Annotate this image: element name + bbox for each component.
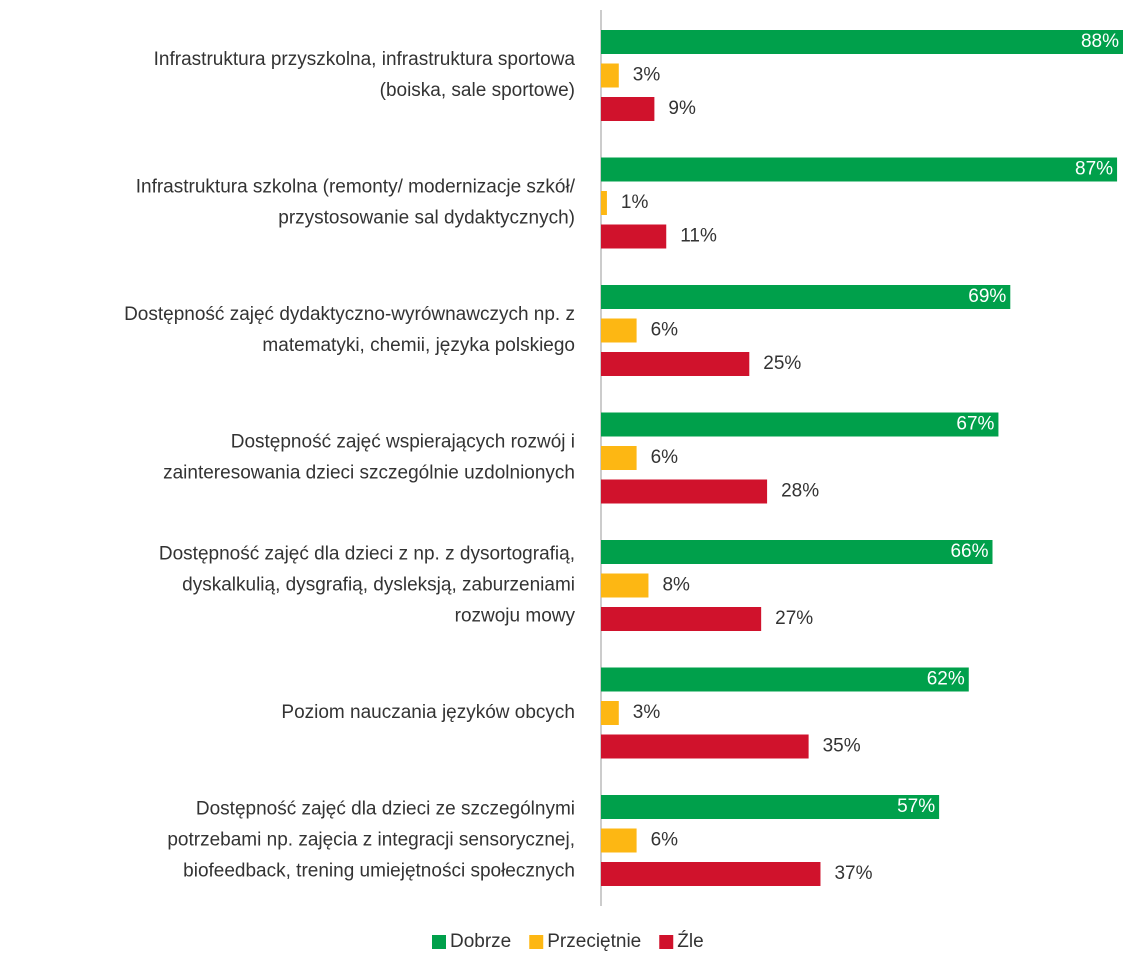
category-label: Infrastruktura przyszkolna, infrastruktu… <box>154 49 576 70</box>
value-label: 62% <box>927 669 965 690</box>
category-label: dyskalkulią, dysgrafią, dysleksją, zabur… <box>182 575 575 596</box>
legend-swatch <box>432 935 446 949</box>
category-label: Dostępność zajęć dydaktyczno-wyrównawczy… <box>124 304 575 325</box>
category-label: Dostępność zajęć wspierających rozwój i <box>231 432 575 453</box>
category-label: Dostępność zajęć dla dzieci z np. z dyso… <box>159 544 575 565</box>
legend-label: Źle <box>677 931 703 952</box>
bar <box>601 30 1123 54</box>
bar <box>601 573 649 598</box>
legend-swatch <box>659 935 674 949</box>
value-label: 66% <box>950 541 988 562</box>
legend-swatch <box>529 935 544 949</box>
value-label: 9% <box>668 98 696 119</box>
bar <box>601 607 762 631</box>
category-label: Poziom nauczania języków obcych <box>281 702 575 723</box>
bar <box>601 318 637 343</box>
value-label: 1% <box>621 192 649 213</box>
value-label: 8% <box>662 575 690 596</box>
value-label: 6% <box>651 447 679 468</box>
bar <box>601 157 1118 182</box>
bar <box>601 828 637 853</box>
category-label: potrzebami np. zajęcia z integracji sens… <box>167 830 575 851</box>
value-label: 37% <box>834 863 872 884</box>
category-label: rozwoju mowy <box>455 606 576 627</box>
value-label: 35% <box>823 736 861 757</box>
bar <box>601 97 655 121</box>
value-label: 25% <box>763 353 801 374</box>
bar <box>601 734 809 759</box>
bar <box>601 412 999 437</box>
category-label: przystosowanie sal dydaktycznych) <box>278 208 575 229</box>
bar <box>601 191 607 215</box>
legend-label: Przeciętnie <box>547 931 641 952</box>
value-label: 11% <box>680 226 717 247</box>
bar <box>601 479 768 504</box>
bar <box>601 667 969 692</box>
bar <box>601 540 993 564</box>
bar <box>601 224 667 249</box>
value-label: 69% <box>968 286 1006 307</box>
value-label: 87% <box>1075 159 1113 180</box>
bar <box>601 285 1011 309</box>
category-label: (boiska, sale sportowe) <box>380 80 575 101</box>
value-label: 88% <box>1081 31 1119 52</box>
bar <box>601 862 821 886</box>
bar <box>601 446 637 470</box>
value-label: 28% <box>781 481 819 502</box>
bar <box>601 701 619 725</box>
value-label: 6% <box>651 830 679 851</box>
category-label: biofeedback, trening umiejętności społec… <box>183 861 575 882</box>
category-label: Dostępność zajęć dla dzieci ze szczególn… <box>196 799 575 820</box>
value-label: 67% <box>956 414 994 435</box>
category-label: matematyki, chemii, języka polskiego <box>262 335 575 356</box>
value-label: 27% <box>775 608 813 629</box>
value-label: 3% <box>633 65 661 86</box>
bar <box>601 63 619 88</box>
value-label: 6% <box>651 320 679 341</box>
value-label: 3% <box>633 702 661 723</box>
bar <box>601 795 940 819</box>
bar <box>601 352 750 376</box>
category-label: Infrastruktura szkolna (remonty/ moderni… <box>136 177 576 198</box>
legend-label: Dobrze <box>450 931 511 952</box>
value-label: 57% <box>897 796 935 817</box>
category-label: zainteresowania dzieci szczególnie uzdol… <box>163 463 575 484</box>
